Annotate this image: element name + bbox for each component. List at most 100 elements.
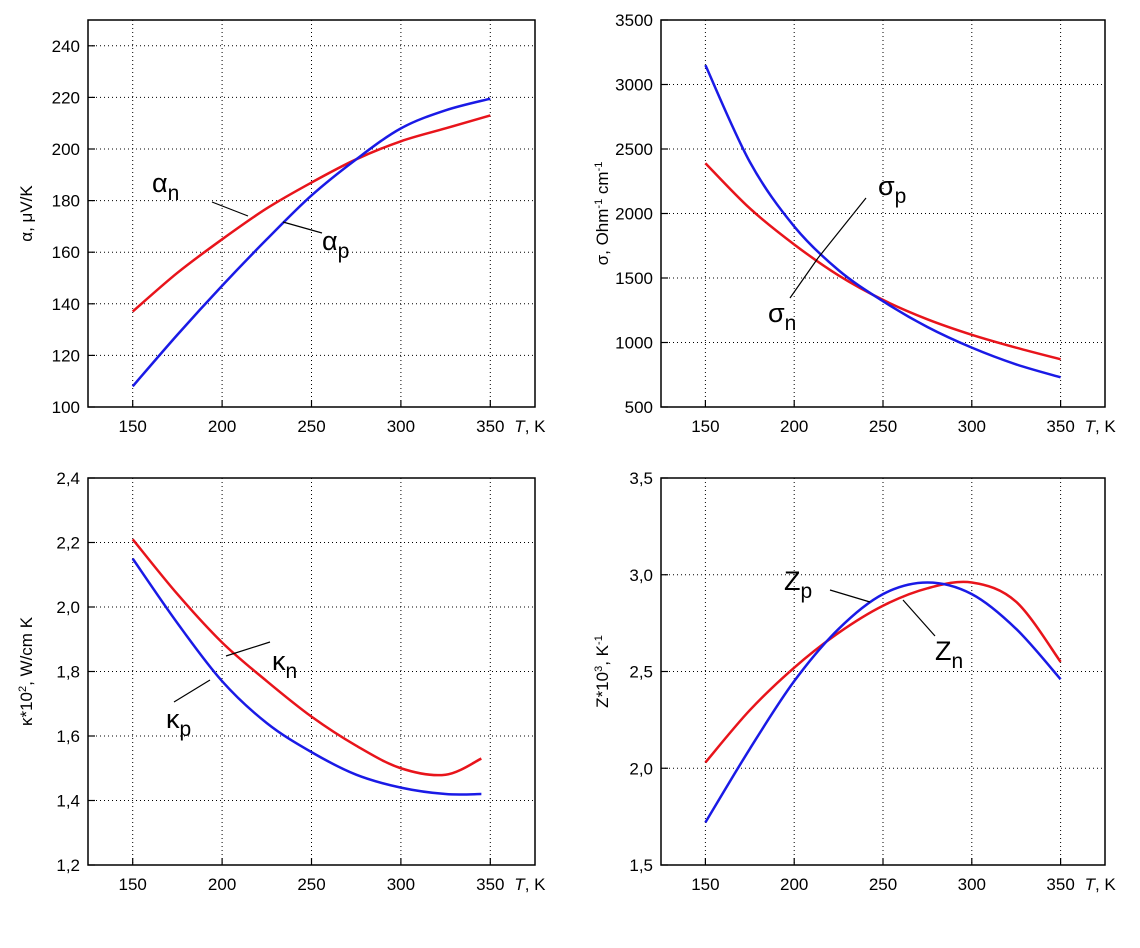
y-axis-label-part: , K: [593, 644, 612, 665]
x-axis-label-part: T: [514, 875, 526, 894]
x-tick-label: 300: [387, 875, 415, 894]
y-tick-label: 2,0: [56, 598, 80, 617]
y-tick-label: 2,4: [56, 469, 80, 488]
y-axis-label-part: σ, Ohm: [593, 209, 612, 266]
series-line: [131, 114, 491, 313]
annotation: Zn: [935, 636, 963, 673]
annotation-symbol: κ: [272, 646, 286, 676]
y-axis-label-part: Z*10: [593, 672, 612, 708]
x-axis-label-part: T: [514, 417, 526, 436]
x-axis-label: T, K: [514, 417, 546, 436]
series-line: [131, 557, 482, 796]
x-axis-label-part: , K: [525, 875, 546, 894]
series-line: [704, 581, 1062, 824]
annotation-subscript: p: [895, 185, 907, 208]
y-axis-label-part: , W/cm K: [17, 616, 36, 686]
y-tick-label: 200: [52, 140, 80, 159]
x-tick-label: 250: [297, 417, 325, 436]
y-tick-label: 120: [52, 346, 80, 365]
y-tick-label: 2,0: [629, 759, 653, 778]
leader-line: [173, 679, 211, 703]
x-tick-label: 200: [208, 417, 236, 436]
leader-line: [902, 599, 936, 637]
annotation: σp: [878, 171, 906, 208]
y-tick-label: 1,8: [56, 663, 80, 682]
annotation-symbol: κ: [166, 704, 180, 734]
y-tick-label: 3500: [615, 11, 653, 30]
y-tick-label: 1,4: [56, 792, 80, 811]
leader-line: [829, 589, 871, 603]
plot-frame: [660, 19, 1106, 408]
y-tick-label: 2,2: [56, 534, 80, 553]
panel: 500 1000 1500 2000 2500 3000 3500 150 200 250 300 3…: [593, 11, 1116, 436]
y-axis-label-part: -1: [593, 199, 605, 209]
y-tick-label: 2500: [615, 140, 653, 159]
y-tick-label: 1000: [615, 334, 653, 353]
annotation-symbol: α: [322, 226, 338, 256]
x-tick-label: 150: [691, 417, 719, 436]
plot-frame: [660, 477, 1106, 866]
y-tick-label: 3,0: [629, 566, 653, 585]
x-tick-label: 200: [780, 875, 808, 894]
annotation: σn: [768, 298, 796, 335]
y-tick-label: 240: [52, 37, 80, 56]
y-axis-label: κ*102, W/cm K: [17, 616, 36, 726]
x-tick-label: 150: [691, 875, 719, 894]
y-axis-label-part: κ*10: [17, 692, 36, 726]
annotation-subscript: n: [168, 182, 180, 205]
annotation-symbol: α: [152, 168, 168, 198]
x-tick-label: 300: [387, 417, 415, 436]
y-tick-label: 180: [52, 192, 80, 211]
x-tick-label: 200: [780, 417, 808, 436]
y-tick-label: 2000: [615, 205, 653, 224]
annotation-symbol: σ: [878, 171, 895, 201]
x-tick-label: 150: [119, 875, 147, 894]
y-axis-label: σ, Ohm-1 cm-1: [593, 162, 612, 266]
y-tick-label: 3000: [615, 76, 653, 95]
x-tick-label: 350: [476, 417, 504, 436]
annotation-symbol: Z: [935, 636, 952, 666]
y-tick-label: 1,6: [56, 727, 80, 746]
y-axis-label-part: -1: [593, 162, 605, 172]
series-line: [131, 97, 491, 388]
y-axis-label: α, μV/K: [17, 185, 36, 242]
annotation-subscript: n: [286, 660, 298, 683]
x-tick-label: 250: [297, 875, 325, 894]
x-axis-label-part: , K: [1095, 875, 1116, 894]
x-tick-label: 350: [1046, 417, 1074, 436]
leader-line: [211, 201, 249, 217]
annotation: Zp: [784, 566, 812, 603]
x-axis-label-part: T: [1085, 417, 1097, 436]
x-axis-label-part: T: [1085, 875, 1097, 894]
x-tick-label: 250: [869, 875, 897, 894]
x-axis-label-part: , K: [525, 417, 546, 436]
y-tick-label: 3,5: [629, 469, 653, 488]
y-tick-label: 1,5: [629, 856, 653, 875]
x-axis-label: T, K: [514, 875, 546, 894]
series-line: [704, 580, 1062, 764]
x-tick-label: 350: [476, 875, 504, 894]
y-tick-label: 500: [625, 398, 653, 417]
x-tick-label: 200: [208, 875, 236, 894]
annotation: κp: [166, 704, 191, 741]
panel: 100 120 140 160 180 200 220 240 150 200 250 300 350 T…: [17, 19, 546, 436]
y-tick-label: 2,5: [629, 663, 653, 682]
y-axis-label-part: -1: [593, 635, 605, 645]
x-axis-label: T, K: [1085, 875, 1117, 894]
x-axis-label: T, K: [1085, 417, 1117, 436]
annotation-symbol: Z: [784, 566, 801, 596]
x-tick-label: 250: [869, 417, 897, 436]
annotation-subscript: n: [785, 312, 797, 335]
panel: 1,2 1,4 1,6 1,8 2,0 2,2 2,4 150 200 250 300 350 T, K…: [17, 469, 546, 894]
y-tick-label: 100: [52, 398, 80, 417]
series-line: [704, 64, 1061, 379]
annotation-subscript: p: [338, 240, 350, 263]
annotation: κn: [272, 646, 297, 683]
annotation-subscript: p: [801, 580, 813, 603]
leader-line: [817, 197, 867, 259]
y-axis-label: Z*103, K-1: [593, 635, 612, 708]
y-tick-label: 160: [52, 243, 80, 262]
y-tick-label: 1,2: [56, 856, 80, 875]
